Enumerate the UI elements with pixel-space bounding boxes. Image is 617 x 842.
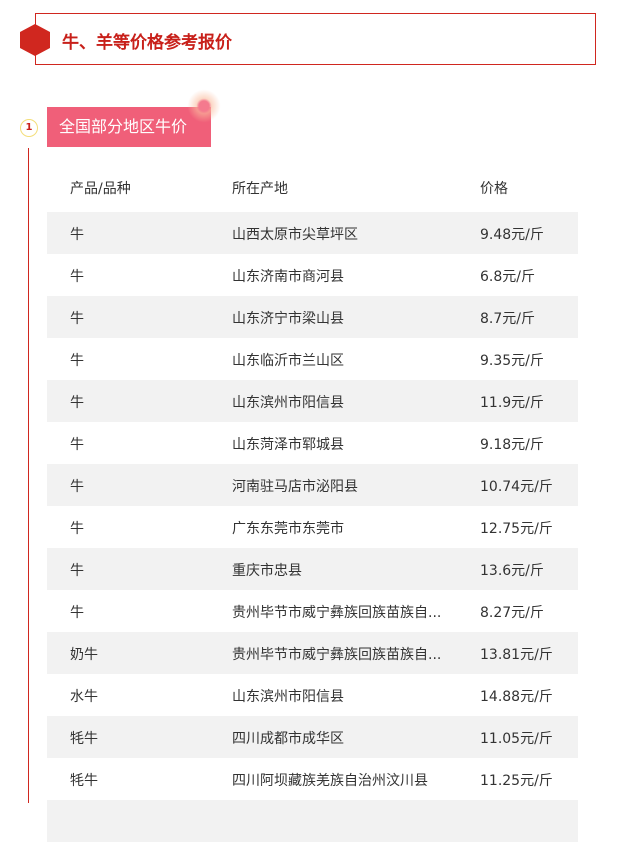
cell-product: 牛 xyxy=(70,269,84,285)
cell-product: 牛 xyxy=(70,227,84,243)
cell-origin: 四川阿坝藏族羌族自治州汶川县 xyxy=(232,773,428,789)
table-row: 牦牛 四川阿坝藏族羌族自治州汶川县 11.25元/斤 xyxy=(47,758,578,800)
cell-price: 9.48元/斤 xyxy=(480,227,544,243)
cell-price: 9.35元/斤 xyxy=(480,353,544,369)
cell-product: 奶牛 xyxy=(70,647,98,663)
page-title: 牛、羊等价格参考报价 xyxy=(62,33,232,53)
cell-price: 11.25元/斤 xyxy=(480,773,553,789)
firework-icon xyxy=(186,88,222,124)
cell-price: 11.9元/斤 xyxy=(480,395,544,411)
table-row: 牛 山西太原市尖草坪区 9.48元/斤 xyxy=(47,212,578,254)
price-table: 产品/品种 所在产地 价格 牛山西太原市尖草坪区 9.48元/斤牛山东济南市商河县… xyxy=(47,166,578,842)
cell-product: 牛 xyxy=(70,437,84,453)
table-row: 牛 山东菏泽市郓城县 9.18元/斤 xyxy=(47,422,578,464)
cell-price: 10.74元/斤 xyxy=(480,479,553,495)
cell-product: 牛 xyxy=(70,521,84,537)
section-number: 1 xyxy=(20,119,38,137)
table-row xyxy=(47,800,578,842)
cell-price: 9.18元/斤 xyxy=(480,437,544,453)
cell-origin: 贵州毕节市威宁彝族回族苗族自... xyxy=(232,647,442,663)
cell-price: 13.81元/斤 xyxy=(480,647,553,663)
table-row: 牛 山东济宁市梁山县 8.7元/斤 xyxy=(47,296,578,338)
cell-price: 14.88元/斤 xyxy=(480,689,553,705)
cell-origin: 广东东莞市东莞市 xyxy=(232,521,344,537)
table-row: 牛 山东临沂市兰山区 9.35元/斤 xyxy=(47,338,578,380)
header-origin: 所在产地 xyxy=(232,181,288,197)
cell-origin: 山西太原市尖草坪区 xyxy=(232,227,358,243)
header-price: 价格 xyxy=(480,181,508,197)
cell-product: 牛 xyxy=(70,605,84,621)
cell-product: 牛 xyxy=(70,395,84,411)
cell-origin: 山东菏泽市郓城县 xyxy=(232,437,344,453)
timeline-line xyxy=(28,148,29,803)
cell-origin: 重庆市忠县 xyxy=(232,563,302,579)
table-row: 牛 重庆市忠县 13.6元/斤 xyxy=(47,548,578,590)
cell-origin: 山东临沂市兰山区 xyxy=(232,353,344,369)
table-header: 产品/品种 所在产地 价格 xyxy=(47,166,578,212)
table-row: 牛 广东东莞市东莞市 12.75元/斤 xyxy=(47,506,578,548)
cell-product: 牛 xyxy=(70,353,84,369)
section-heading: 全国部分地区牛价 xyxy=(47,107,211,147)
cell-origin: 四川成都市成华区 xyxy=(232,731,344,747)
cell-origin: 河南驻马店市泌阳县 xyxy=(232,479,358,495)
cell-product: 水牛 xyxy=(70,689,98,705)
cell-product: 牦牛 xyxy=(70,731,98,747)
table-row: 牛 河南驻马店市泌阳县 10.74元/斤 xyxy=(47,464,578,506)
cell-origin: 山东滨州市阳信县 xyxy=(232,689,344,705)
cell-product: 牛 xyxy=(70,479,84,495)
cell-origin: 贵州毕节市威宁彝族回族苗族自... xyxy=(232,605,442,621)
table-row: 奶牛 贵州毕节市威宁彝族回族苗族自... 13.81元/斤 xyxy=(47,632,578,674)
cell-origin: 山东济南市商河县 xyxy=(232,269,344,285)
table-row: 水牛 山东滨州市阳信县 14.88元/斤 xyxy=(47,674,578,716)
table-row: 牛 山东济南市商河县 6.8元/斤 xyxy=(47,254,578,296)
cell-price: 6.8元/斤 xyxy=(480,269,535,285)
table-row: 牛 贵州毕节市威宁彝族回族苗族自... 8.27元/斤 xyxy=(47,590,578,632)
table-row: 牦牛 四川成都市成华区 11.05元/斤 xyxy=(47,716,578,758)
cell-price: 12.75元/斤 xyxy=(480,521,553,537)
cell-price: 11.05元/斤 xyxy=(480,731,553,747)
table-row: 牛 山东滨州市阳信县 11.9元/斤 xyxy=(47,380,578,422)
header-product: 产品/品种 xyxy=(70,181,131,197)
cell-price: 8.27元/斤 xyxy=(480,605,544,621)
cell-origin: 山东济宁市梁山县 xyxy=(232,311,344,327)
cell-product: 牛 xyxy=(70,311,84,327)
cell-product: 牦牛 xyxy=(70,773,98,789)
cell-origin: 山东滨州市阳信县 xyxy=(232,395,344,411)
cell-product: 牛 xyxy=(70,563,84,579)
cell-price: 8.7元/斤 xyxy=(480,311,535,327)
cell-price: 13.6元/斤 xyxy=(480,563,544,579)
